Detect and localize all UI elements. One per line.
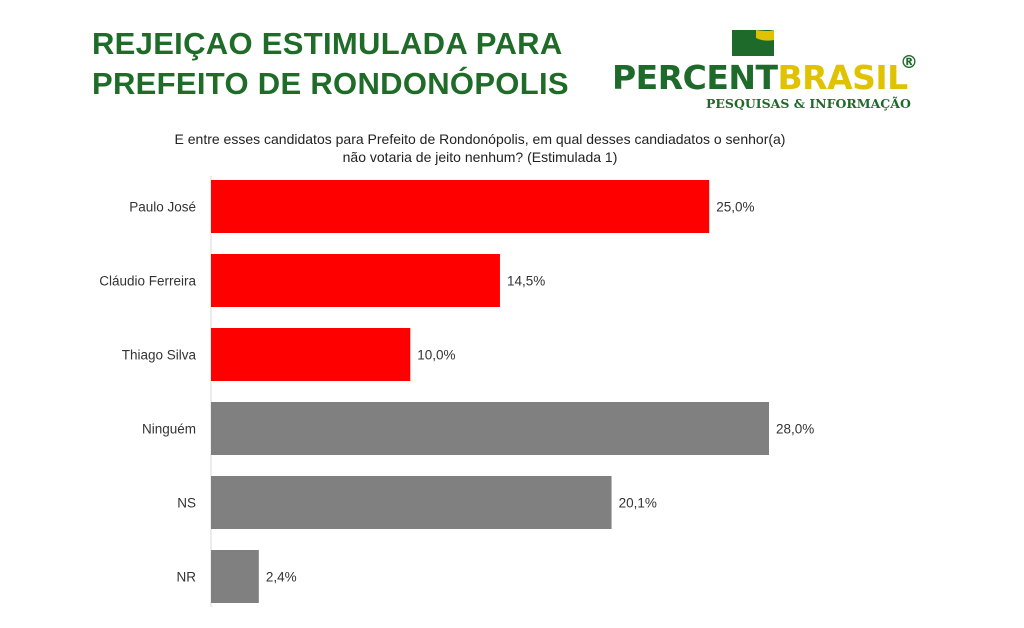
bar-4 bbox=[211, 476, 612, 529]
bar-5 bbox=[211, 550, 259, 603]
category-label-4: NS bbox=[177, 496, 196, 511]
category-label-2: Thiago Silva bbox=[122, 348, 197, 363]
survey-question-line1: E entre esses candidatos para Prefeito d… bbox=[174, 131, 786, 147]
registered-mark: ® bbox=[900, 52, 918, 73]
value-label-3: 28,0% bbox=[776, 422, 814, 437]
category-label-3: Ninguém bbox=[142, 422, 196, 437]
value-label-1: 14,5% bbox=[507, 274, 545, 289]
value-label-4: 20,1% bbox=[619, 496, 657, 511]
chart-title-line1: REJEIÇAO ESTIMULADA PARA bbox=[92, 26, 563, 61]
category-label-0: Paulo José bbox=[129, 200, 196, 215]
percentbrasil-logo: PERCENTBRASIL ® PESQUISAS & INFORMAÇÃO bbox=[612, 28, 922, 120]
value-label-2: 10,0% bbox=[417, 348, 455, 363]
survey-question: E entre esses candidatos para Prefeito d… bbox=[100, 130, 860, 166]
category-label-1: Cláudio Ferreira bbox=[99, 274, 196, 289]
logo-word-brasil: BRASIL bbox=[777, 58, 909, 97]
bar-0 bbox=[211, 180, 710, 233]
category-label-5: NR bbox=[177, 570, 197, 585]
flag-icon bbox=[732, 30, 774, 56]
bar-2 bbox=[211, 328, 411, 381]
bar-1 bbox=[211, 254, 500, 307]
value-label-0: 25,0% bbox=[716, 200, 754, 215]
chart-title-line2: PREFEITO DE RONDONÓPOLIS bbox=[92, 66, 569, 101]
survey-question-line2: não votaria de jeito nenhum? (Estimulada… bbox=[342, 149, 618, 165]
bar-3 bbox=[211, 402, 769, 455]
logo-wordmark: PERCENTBRASIL bbox=[612, 58, 908, 98]
chart-title: REJEIÇAO ESTIMULADA PARA PREFEITO DE RON… bbox=[92, 24, 569, 104]
value-label-5: 2,4% bbox=[266, 570, 297, 585]
logo-word-percent: PERCENT bbox=[612, 58, 778, 97]
logo-tagline: PESQUISAS & INFORMAÇÃO bbox=[706, 96, 911, 111]
